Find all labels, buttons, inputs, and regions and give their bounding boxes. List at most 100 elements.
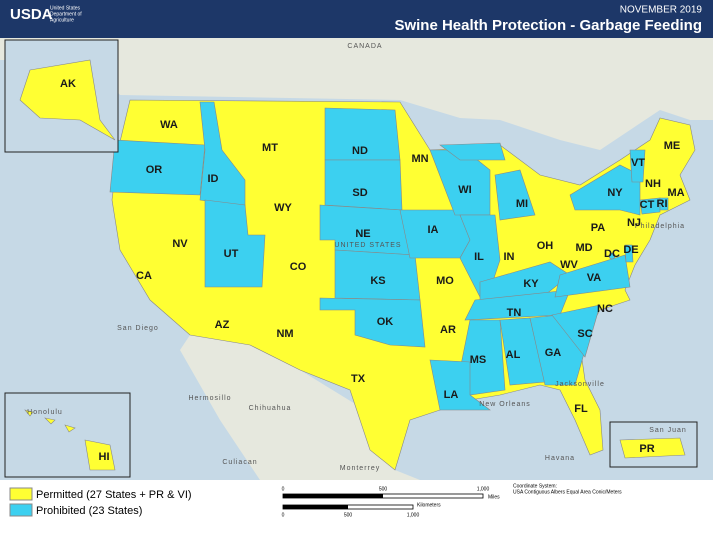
- place: Havana: [545, 455, 575, 462]
- state-de: [624, 244, 634, 263]
- scale-miles-fill: [283, 494, 383, 498]
- state-label: PA: [591, 222, 606, 234]
- state-label: HI: [99, 451, 110, 463]
- agency: Department of: [50, 11, 82, 17]
- state-or: [109, 139, 206, 196]
- state-label: FL: [574, 403, 588, 415]
- place: Philadelphia: [635, 223, 685, 230]
- place: San Juan: [649, 427, 687, 434]
- state-label: AL: [506, 349, 521, 361]
- place: Monterrey: [340, 465, 381, 472]
- place: Jacksonville: [555, 381, 605, 388]
- state-label: ME: [664, 140, 681, 152]
- legend-swatch: [9, 487, 33, 501]
- state-ok: [319, 297, 426, 348]
- state-label: ND: [352, 145, 368, 157]
- state-la: [429, 359, 491, 411]
- place: San Diego: [117, 325, 159, 332]
- prohibited-states: [109, 101, 669, 411]
- state-label: WA: [160, 119, 178, 131]
- state-label: KY: [523, 278, 539, 290]
- state-label: DE: [623, 244, 638, 256]
- state-dc: [608, 252, 616, 260]
- state-label: NC: [597, 303, 613, 315]
- state-label: RI: [657, 198, 668, 210]
- hawaii: [24, 409, 116, 471]
- state-label: CA: [136, 270, 152, 282]
- logo: USDA: [10, 6, 53, 23]
- state-label: TX: [351, 373, 366, 385]
- state-ct: [639, 197, 661, 215]
- state-label: AK: [60, 78, 76, 90]
- scale-label: 500: [344, 512, 353, 518]
- state-label: AZ: [215, 319, 230, 331]
- state-label: ID: [208, 173, 219, 185]
- state-label: NH: [645, 178, 661, 190]
- legend-label: Permitted (27 States + PR & VI): [36, 489, 192, 501]
- state-label: PR: [639, 443, 654, 455]
- state-label: IN: [504, 251, 515, 263]
- place: Culiacan: [222, 459, 257, 466]
- header-bar: [0, 0, 713, 38]
- place: Hermosillo: [188, 395, 231, 402]
- scale-label: Kilometers: [417, 502, 441, 508]
- state-label: OH: [537, 240, 554, 252]
- state-sc: [551, 304, 601, 358]
- scale-label: 1,000: [477, 486, 490, 492]
- state-label: GA: [545, 347, 562, 359]
- state-label: WV: [560, 259, 578, 271]
- agency: United States: [50, 5, 81, 11]
- state-label: NM: [276, 328, 293, 340]
- legend-area: [0, 480, 713, 539]
- place: New Orleans: [479, 401, 530, 408]
- state-label: SD: [352, 187, 367, 199]
- state-label: MS: [470, 354, 487, 366]
- state-label: NE: [355, 228, 370, 240]
- state-label: SC: [577, 328, 592, 340]
- state-label: OR: [146, 164, 163, 176]
- date: NOVEMBER 2019: [620, 5, 703, 16]
- scale-label: 0: [282, 512, 285, 518]
- state-ut: [204, 199, 266, 288]
- state-va: [554, 254, 631, 298]
- state-label: IL: [474, 251, 484, 263]
- state-label: TN: [507, 307, 522, 319]
- coordinate-system: Coordinate System:: [513, 483, 557, 489]
- state-mi: [439, 142, 536, 221]
- agency: Agriculture: [50, 17, 74, 23]
- place: Honolulu: [27, 409, 63, 416]
- title: Swine Health Protection - Garbage Feedin…: [394, 17, 702, 34]
- canada-land: [0, 38, 713, 150]
- state-label: DC: [604, 248, 620, 260]
- state-label: AR: [440, 324, 456, 336]
- puerto-rico: [619, 437, 686, 459]
- state-ri: [659, 197, 669, 211]
- state-ny: [569, 164, 641, 216]
- state-vt: [629, 149, 646, 183]
- legend-label: Prohibited (23 States): [36, 505, 142, 517]
- state-label: CT: [640, 199, 655, 211]
- state-label: NV: [172, 238, 188, 250]
- state-label: NY: [607, 187, 623, 199]
- state-label: WY: [274, 202, 292, 214]
- state-sd: [324, 159, 403, 211]
- scale-km-fill: [283, 505, 348, 509]
- state-label: OK: [377, 316, 394, 328]
- state-label: MT: [262, 142, 278, 154]
- scale-label: 1,000: [407, 512, 420, 518]
- state-label: MI: [516, 198, 528, 210]
- scale-label: 0: [282, 486, 285, 492]
- mexico-land: [180, 335, 420, 480]
- alaska: [19, 59, 116, 141]
- state-label: MO: [436, 275, 454, 287]
- place: CANADA: [347, 43, 382, 50]
- state-label: KS: [370, 275, 385, 287]
- state-id: [199, 101, 246, 208]
- state-label: LA: [444, 389, 459, 401]
- state-label: MA: [667, 187, 684, 199]
- state-label: CO: [290, 261, 307, 273]
- place: UNITED STATES: [334, 242, 401, 249]
- place-labels: CANADA UNITED STATES Honolulu San Juan M…: [27, 43, 687, 472]
